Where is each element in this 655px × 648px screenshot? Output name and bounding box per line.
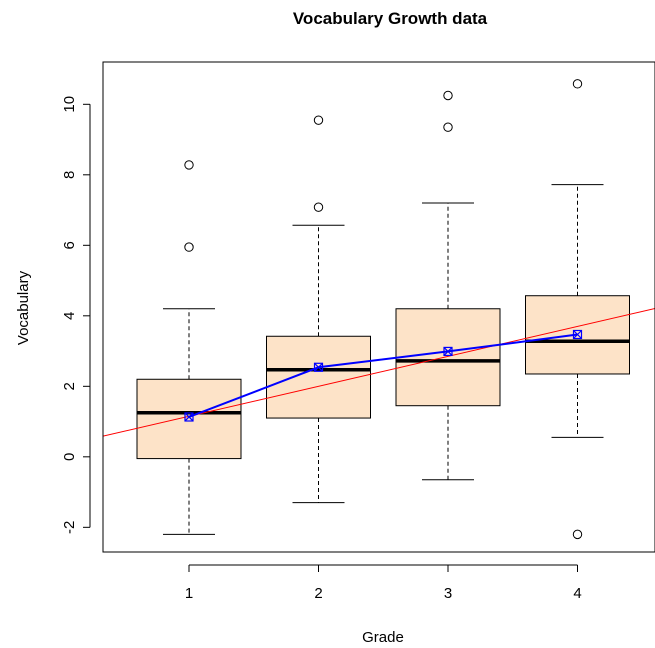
x-axis-label: Grade	[362, 629, 404, 646]
outlier-point	[443, 122, 453, 132]
mean-line	[188, 333, 578, 418]
outlier-point	[572, 529, 583, 540]
box-group-3	[395, 90, 501, 481]
y-tick-label: 4	[61, 312, 78, 320]
mean-point	[572, 329, 583, 340]
box-iqr	[395, 308, 501, 407]
x-tick-label: 2	[314, 585, 322, 602]
outlier-point	[572, 79, 583, 89]
y-tick-label: -2	[61, 521, 78, 534]
box-iqr	[136, 378, 242, 460]
plot-area	[103, 79, 655, 540]
box-group-2	[266, 115, 371, 504]
x-tick-label: 3	[444, 585, 452, 602]
outlier-point	[313, 115, 324, 125]
box-group-1	[136, 160, 242, 535]
y-axis-label: Vocabulary	[15, 270, 32, 345]
mean-marker-cross	[184, 412, 194, 422]
outlier-point	[313, 202, 324, 212]
outlier-point	[443, 90, 453, 101]
y-tick-label: 6	[61, 241, 78, 249]
mean-marker-box	[572, 329, 583, 340]
x-tick-label: 4	[573, 585, 581, 602]
mean-point	[443, 346, 453, 357]
outlier-point	[184, 160, 194, 170]
y-tick-label: 8	[61, 171, 78, 179]
mean-marker-cross	[314, 362, 323, 372]
box-group-4	[525, 79, 630, 540]
mean-point	[313, 362, 324, 372]
x-tick-label: 1	[185, 585, 193, 602]
outlier-point	[184, 242, 194, 252]
y-tick-label: 10	[61, 96, 78, 113]
mean-marker-box	[184, 412, 194, 422]
mean-marker-box	[313, 362, 324, 372]
box-iqr	[266, 335, 371, 419]
y-tick-label: 0	[61, 453, 78, 461]
mean-point	[184, 412, 194, 422]
mean-marker-cross	[443, 346, 453, 356]
mean-marker-box	[443, 346, 453, 357]
chart-title: Vocabulary Growth data	[293, 9, 488, 28]
mean-marker-cross	[573, 330, 582, 339]
y-tick-label: 2	[61, 382, 78, 390]
plot-frame	[102, 61, 655, 553]
